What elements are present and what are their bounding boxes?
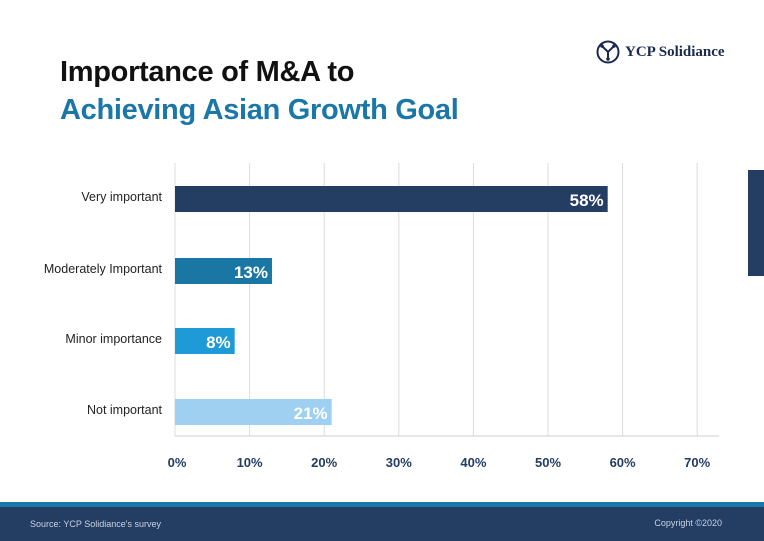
- footer-source: Source: YCP Solidiance's survey: [30, 519, 161, 529]
- category-label: Not important: [87, 403, 163, 417]
- x-tick-label: 10%: [237, 455, 263, 470]
- bar: [175, 328, 235, 354]
- data-label: 13%: [234, 263, 268, 282]
- x-tick-label: 70%: [684, 455, 710, 470]
- footer-bar: [0, 507, 764, 541]
- footer-copyright: Copyright ©2020: [654, 518, 722, 528]
- x-tick-label: 40%: [460, 455, 486, 470]
- category-label: Very important: [81, 190, 162, 204]
- side-tab: [748, 170, 764, 276]
- x-tick-label: 60%: [610, 455, 636, 470]
- bar: [175, 186, 608, 212]
- logo-text: YCP Solidiance: [625, 43, 725, 60]
- x-tick-label: 20%: [311, 455, 337, 470]
- footer-accent-line: [0, 502, 764, 507]
- data-label: 58%: [570, 191, 604, 210]
- bar: [175, 399, 332, 425]
- category-label: Moderately Important: [44, 262, 163, 276]
- logo: YCP Solidiance: [596, 40, 725, 64]
- logo-icon: [596, 40, 620, 64]
- title-line-1: Importance of M&A to: [60, 56, 355, 88]
- x-tick-label: 0%: [168, 455, 187, 470]
- bar-chart: 0% 10% 20% 30% 40% 50% 60% 70% 58% Very important…: [44, 163, 719, 470]
- data-label: 8%: [206, 333, 231, 352]
- data-label: 21%: [294, 404, 328, 423]
- x-tick-label: 30%: [386, 455, 412, 470]
- x-tick-label: 50%: [535, 455, 561, 470]
- category-label: Minor importance: [65, 332, 162, 346]
- bar: [175, 258, 272, 284]
- title-line-2: Achieving Asian Growth Goal: [60, 94, 459, 126]
